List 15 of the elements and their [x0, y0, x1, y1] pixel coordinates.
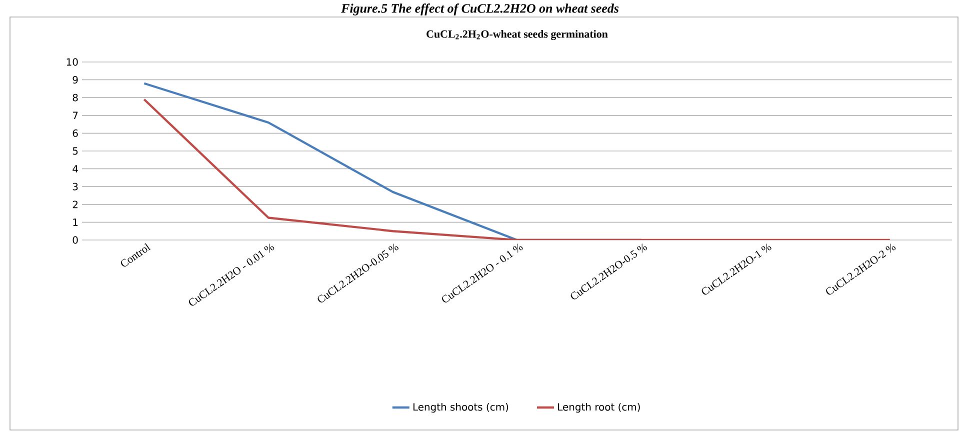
y-tick-label: 5: [72, 147, 78, 155]
y-tick-label: 6: [72, 129, 78, 137]
legend-label: Length shoots (cm): [413, 402, 508, 413]
y-tick-label: 10: [66, 58, 78, 66]
y-tick-label: 7: [72, 112, 78, 120]
y-tick-label: 1: [73, 218, 78, 226]
chart-title: CuCL$_{2}$.2H$_{2}$O-wheat seeds germination: [426, 30, 608, 40]
y-tick-label: 0: [72, 236, 78, 244]
y-tick-label: 4: [72, 165, 78, 172]
y-tick-label: 3: [72, 182, 78, 190]
text: Figure.5 The effect of CuCL2.2H2O on wheat seeds: [341, 4, 619, 16]
y-tick-label: 2: [72, 200, 78, 208]
legend-label: Length root (cm): [558, 402, 640, 413]
y-tick-label: 8: [72, 94, 78, 102]
y-tick-label: 9: [72, 76, 78, 84]
